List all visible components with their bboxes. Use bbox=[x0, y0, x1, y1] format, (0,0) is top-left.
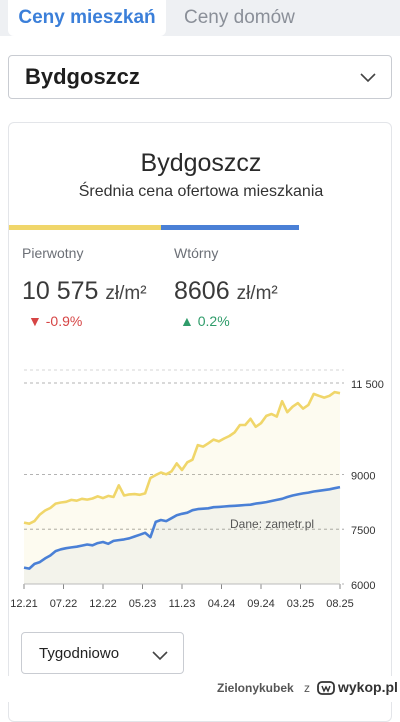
primary-change-value: -0.9% bbox=[45, 313, 83, 329]
city-select-value: Bydgoszcz bbox=[25, 64, 140, 89]
period-select[interactable]: Tygodniowo bbox=[21, 632, 184, 674]
x-tick-label: 04.24 bbox=[208, 598, 236, 610]
price-chart: 6000 7500 9000 11 500 12.21 07.22 12.22 05.23 1… bbox=[10, 369, 384, 610]
series-line-primary bbox=[23, 390, 341, 525]
primary-market-price: 10 575 zł/m² bbox=[22, 277, 147, 306]
card-subtitle: Średnia cena ofertowa mieszkania bbox=[78, 183, 324, 200]
x-tick-label: 05.23 bbox=[129, 598, 157, 610]
secondary-market-label: Wtórny bbox=[174, 245, 219, 261]
tab-house-prices[interactable]: Ceny domów bbox=[184, 7, 295, 28]
author-name: Zielonykubek bbox=[217, 681, 294, 695]
primary-market-change: ▼ -0.9% bbox=[28, 313, 82, 329]
author-preposition: z bbox=[304, 681, 310, 695]
price-card: Bydgoszcz Średnia cena ofertowa mieszkan… bbox=[8, 122, 392, 722]
chevron-down-icon bbox=[359, 68, 377, 91]
watermark-footer: Zielonykubek z wykop.pl bbox=[0, 676, 400, 702]
y-tick-label: 6000 bbox=[351, 580, 375, 592]
y-tick-label: 7500 bbox=[351, 525, 375, 537]
primary-price-value: 10 575 bbox=[22, 277, 99, 305]
tab-bar: Ceny mieszkań Ceny domów bbox=[0, 0, 400, 36]
triangle-up-icon: ▲ bbox=[180, 313, 194, 329]
city-select[interactable]: Bydgoszcz bbox=[8, 55, 392, 99]
primary-market-color-bar bbox=[9, 225, 161, 230]
x-tick-label: 09.24 bbox=[247, 598, 275, 610]
tab-apartment-prices[interactable]: Ceny mieszkań bbox=[8, 0, 166, 36]
x-tick-label: 12.22 bbox=[89, 598, 117, 610]
secondary-market-price: 8606 zł/m² bbox=[174, 277, 278, 306]
chevron-down-icon bbox=[151, 646, 169, 669]
x-tick-label: 07.22 bbox=[50, 598, 78, 610]
secondary-price-value: 8606 bbox=[174, 277, 230, 305]
x-tick-label: 03.25 bbox=[287, 598, 315, 610]
secondary-change-value: 0.2% bbox=[197, 313, 230, 329]
chart-watermark: Dane: zametr.pl bbox=[230, 517, 314, 531]
series-line-secondary bbox=[23, 485, 341, 570]
x-tick-label: 08.25 bbox=[326, 598, 354, 610]
x-tick-label: 11.23 bbox=[169, 598, 196, 610]
triangle-down-icon: ▼ bbox=[28, 313, 42, 329]
secondary-market-change: ▲ 0.2% bbox=[180, 313, 230, 329]
wykop-logo-icon bbox=[317, 680, 335, 701]
x-tick-label: 12.21 bbox=[10, 598, 38, 610]
primary-price-unit: zł/m² bbox=[105, 283, 147, 304]
primary-market-label: Pierwotny bbox=[22, 245, 84, 261]
y-tick-label: 9000 bbox=[351, 470, 375, 482]
card-title: Bydgoszcz bbox=[140, 149, 262, 177]
period-select-value: Tygodniowo bbox=[39, 645, 120, 662]
series-area-secondary bbox=[24, 487, 340, 584]
y-tick-label: 11 500 bbox=[351, 379, 384, 391]
series-area-primary bbox=[24, 392, 340, 584]
site-name: wykop.pl bbox=[338, 679, 398, 695]
secondary-market-color-bar bbox=[161, 225, 299, 230]
secondary-price-unit: zł/m² bbox=[236, 283, 278, 304]
